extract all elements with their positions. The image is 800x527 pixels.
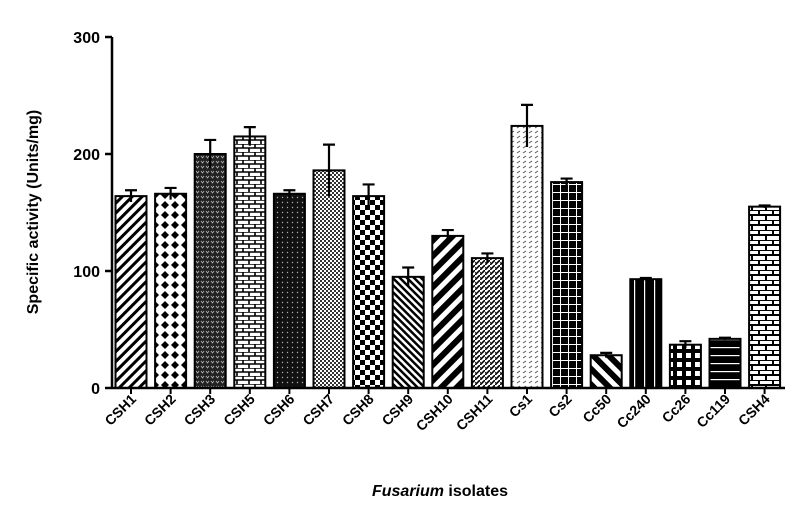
x-tick-label: Cs1	[506, 391, 536, 421]
error-bar-Cc240	[639, 276, 652, 281]
error-bar-Cs2	[560, 177, 573, 186]
x-axis-label-italic: Fusarium	[372, 483, 444, 500]
bar-CSH7	[312, 169, 346, 389]
bar-Cs2	[550, 181, 584, 389]
x-tick-label: CSH8	[339, 391, 377, 429]
y-tick-label: 200	[73, 147, 100, 164]
y-tick-label: 300	[73, 30, 100, 47]
x-tick-label: Cs2	[545, 391, 575, 421]
error-bar-CSH4	[758, 204, 771, 208]
x-tick-label: CSH11	[453, 391, 496, 434]
x-tick-label: Cc119	[693, 391, 733, 431]
error-bar-CSH5	[243, 125, 256, 146]
x-axis-label-rest: isolates	[444, 483, 508, 500]
error-bar-Cs1	[521, 103, 533, 147]
x-tick-label: CSH3	[181, 391, 219, 429]
y-tick-label: 100	[73, 264, 100, 281]
bar-CSH4	[748, 205, 782, 389]
error-bar-CSH2	[164, 186, 177, 200]
x-tick-label: CSH7	[299, 391, 337, 429]
bar-Cc119	[708, 337, 742, 389]
error-bar-CSH3	[204, 138, 217, 169]
x-tick-label: CSH9	[379, 391, 417, 429]
error-bar-CSH7	[323, 143, 335, 197]
bar-CSH2	[154, 192, 188, 389]
bar-Cc26	[668, 343, 702, 389]
error-bar-CSH9	[402, 266, 415, 287]
bar-CSH9	[391, 275, 425, 390]
x-tick-label: CSH4	[735, 391, 773, 429]
x-tick-label: Cc240	[613, 391, 654, 432]
error-bar-CSH11	[481, 252, 494, 263]
bar-CSH8	[352, 195, 386, 389]
y-axis-label: Specific activity (Units/mg)	[25, 110, 42, 315]
error-bar-CSH8	[362, 183, 375, 208]
x-axis-label: Fusarium isolates	[372, 483, 508, 500]
error-bar-Cc119	[719, 336, 731, 341]
x-tick-label: CSH2	[141, 391, 179, 429]
bar-CSH6	[272, 192, 306, 389]
x-tick-label: Cc50	[579, 391, 614, 426]
error-bar-CSH6	[283, 189, 296, 198]
error-bar-Cc50	[600, 351, 613, 358]
x-tick-label: CSH10	[413, 391, 456, 434]
x-tick-label: CSH5	[220, 391, 258, 429]
error-bar-Cc26	[679, 340, 692, 349]
bar-CSH11	[470, 257, 504, 389]
bar-CSH1	[114, 195, 148, 389]
error-bar-CSH10	[441, 228, 454, 242]
bar-Cs1	[510, 124, 544, 389]
bar-Cc50	[589, 354, 623, 389]
bar-Cc240	[629, 278, 663, 389]
x-tick-label: Cc26	[659, 391, 694, 426]
bar-CSH5	[233, 135, 267, 389]
x-tick-label: CSH1	[101, 391, 139, 429]
error-bar-CSH1	[125, 189, 137, 202]
x-tick-label: CSH6	[260, 391, 298, 429]
bar-CSH3	[193, 153, 227, 389]
y-tick-label: 0	[91, 381, 100, 398]
bar-CSH10	[431, 234, 465, 389]
